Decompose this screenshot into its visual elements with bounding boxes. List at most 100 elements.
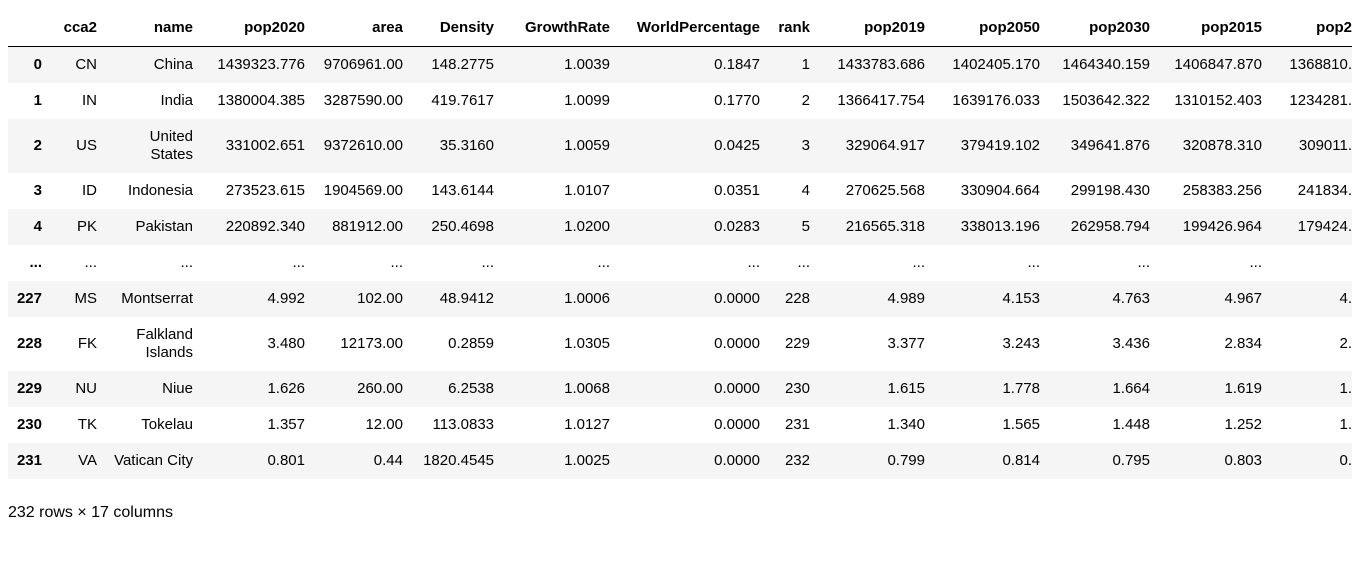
table-row: 0 CN China 1439323.776 9706961.00 148.2775 1.0… <box>8 46 1352 83</box>
cell-rank: 230 <box>784 380 810 397</box>
table-dimensions-note: 232 rows × 17 columns <box>8 504 173 521</box>
cell-pop2030: ... <box>1137 254 1150 271</box>
cell-pop2: 2. <box>1339 335 1352 352</box>
cell-area: ... <box>390 254 403 271</box>
cell-pop2030: 1.448 <box>1112 416 1150 433</box>
cell-worldpercentage: 0.0000 <box>714 416 760 433</box>
cell-cca2: FK <box>77 335 97 352</box>
cell-worldpercentage: 0.0000 <box>714 290 760 307</box>
cell-pop2: 0. <box>1339 452 1352 469</box>
cell-cca2: TK <box>77 416 97 433</box>
cell-pop2020: 1.357 <box>267 416 305 433</box>
table-row: 228 FK Falkland Islands 3.480 12173.00 0.2859… <box>8 317 1352 371</box>
cell-pop2050: ... <box>1027 254 1040 271</box>
cell-area: 260.00 <box>357 380 403 397</box>
cell-pop2020: 1380004.385 <box>217 92 305 109</box>
cell-name: ... <box>97 245 193 281</box>
column-header-pop2050: pop2050 <box>925 10 1040 47</box>
cell-pop2015: 2.834 <box>1224 335 1262 352</box>
country-name-text: ... <box>180 254 193 271</box>
cell-density: 1820.4545 <box>423 452 494 469</box>
cell-rank: 2 <box>801 92 810 109</box>
cell-worldpercentage: ... <box>747 254 760 271</box>
table-row: 1 IN India 1380004.385 3287590.00 419.7617 1.0… <box>8 83 1352 119</box>
cell-pop2015: 4.967 <box>1224 290 1262 307</box>
cell-worldpercentage: 0.1847 <box>714 56 760 73</box>
cell-rank: 4 <box>801 182 810 199</box>
cell-name: Falkland Islands <box>97 317 193 371</box>
cell-pop2050: 330904.664 <box>960 182 1040 199</box>
row-index-label: 231 <box>16 452 42 469</box>
column-header-density: Density <box>403 10 494 47</box>
cell-pop2: 1368810. <box>1289 56 1352 73</box>
row-index-label: ... <box>29 254 42 271</box>
column-header-pop2020: pop2020 <box>193 10 305 47</box>
cell-pop2015: 0.803 <box>1224 452 1262 469</box>
cell-pop2030: 3.436 <box>1112 335 1150 352</box>
cell-density: 419.7617 <box>431 92 494 109</box>
cell-cca2: VA <box>78 452 97 469</box>
cell-pop2030: 349641.876 <box>1070 137 1150 154</box>
dataframe-table: cca2 name pop2020 area Density GrowthRat… <box>8 10 1352 479</box>
cell-pop2019: 0.799 <box>887 452 925 469</box>
cell-growthrate: ... <box>597 254 610 271</box>
cell-pop2030: 1.664 <box>1112 380 1150 397</box>
cell-pop2030: 1503642.322 <box>1062 92 1150 109</box>
cell-rank: 232 <box>784 452 810 469</box>
cell-name: Pakistan <box>97 209 193 245</box>
cell-density: 35.3160 <box>439 137 494 154</box>
column-header-growthrate: GrowthRate <box>494 10 610 47</box>
cell-rank: 5 <box>801 218 810 235</box>
column-header-worldpercentage: WorldPercentage <box>610 10 760 47</box>
cell-pop2: 1. <box>1339 380 1352 397</box>
table-row: 227 MS Montserrat 4.992 102.00 48.9412 1.0006 0… <box>8 281 1352 317</box>
cell-rank: 1 <box>801 56 810 73</box>
cell-pop2: 4. <box>1339 290 1352 307</box>
column-header-pop2030: pop2030 <box>1040 10 1150 47</box>
cell-cca2: IN <box>82 92 97 109</box>
cell-pop2015: 1406847.870 <box>1174 56 1262 73</box>
cell-pop2020: 1.626 <box>267 380 305 397</box>
cell-area: 12173.00 <box>340 335 403 352</box>
row-index-label: 3 <box>33 182 42 199</box>
dataframe-header: cca2 name pop2020 area Density GrowthRat… <box>8 10 1352 47</box>
cell-pop2015: 320878.310 <box>1182 137 1262 154</box>
cell-pop2030: 299198.430 <box>1070 182 1150 199</box>
country-name-text: Indonesia <box>127 182 193 199</box>
cell-density: ... <box>481 254 494 271</box>
cell-pop2019: 270625.568 <box>845 182 925 199</box>
table-row: 231 VA Vatican City 0.801 0.44 1820.4545 1.002… <box>8 443 1352 479</box>
cell-cca2: CN <box>75 56 97 73</box>
cell-worldpercentage: 0.1770 <box>714 92 760 109</box>
cell-worldpercentage: 0.0000 <box>714 452 760 469</box>
cell-pop2050: 0.814 <box>1002 452 1040 469</box>
table-row: 229 NU Niue 1.626 260.00 6.2538 1.0068 0.0000 23… <box>8 371 1352 407</box>
country-name-text: Montserrat <box>121 290 193 307</box>
table-row: 4 PK Pakistan 220892.340 881912.00 250.4698 1.… <box>8 209 1352 245</box>
cell-pop2019: ... <box>912 254 925 271</box>
row-index-label: 230 <box>16 416 42 433</box>
cell-pop2020: 0.801 <box>267 452 305 469</box>
cell-area: 12.00 <box>365 416 403 433</box>
cell-area: 3287590.00 <box>323 92 403 109</box>
cell-pop2020: 3.480 <box>267 335 305 352</box>
cell-pop2019: 1366417.754 <box>837 92 925 109</box>
cell-growthrate: 1.0200 <box>564 218 610 235</box>
cell-area: 102.00 <box>357 290 403 307</box>
cell-pop2019: 329064.917 <box>845 137 925 154</box>
cell-pop2: 179424. <box>1297 218 1352 235</box>
cell-pop2050: 1.778 <box>1002 380 1040 397</box>
cell-pop2050: 379419.102 <box>960 137 1040 154</box>
cell-pop2015: ... <box>1249 254 1262 271</box>
cell-pop2019: 4.989 <box>887 290 925 307</box>
column-header-pop2019: pop2019 <box>810 10 925 47</box>
cell-pop2 <box>1262 245 1352 281</box>
cell-name: Vatican City <box>97 443 193 479</box>
cell-pop2019: 1.340 <box>887 416 925 433</box>
cell-cca2: NU <box>75 380 97 397</box>
cell-pop2020: 273523.615 <box>225 182 305 199</box>
cell-pop2020: 331002.651 <box>225 137 305 154</box>
cell-pop2020: 1439323.776 <box>217 56 305 73</box>
cell-density: 6.2538 <box>448 380 494 397</box>
